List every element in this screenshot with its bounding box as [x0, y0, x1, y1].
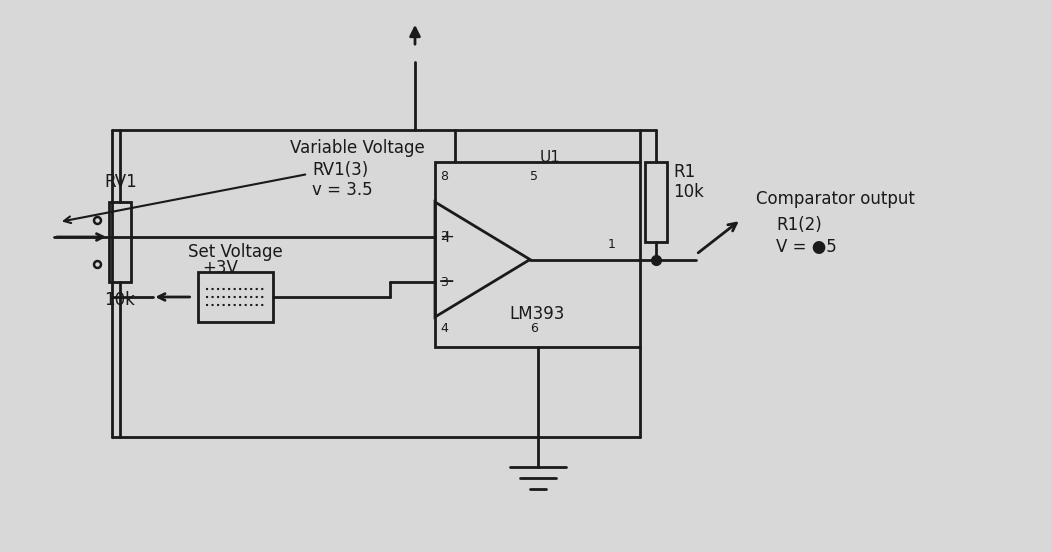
Text: 4: 4 — [440, 322, 448, 336]
Text: 5: 5 — [530, 169, 538, 183]
Bar — [645, 162, 667, 242]
Text: 6: 6 — [530, 322, 538, 336]
Text: R1: R1 — [673, 163, 696, 181]
Text: −: − — [438, 272, 456, 292]
Bar — [435, 162, 640, 347]
Text: 1: 1 — [607, 238, 616, 251]
Text: R1(2): R1(2) — [776, 215, 822, 233]
Text: 8: 8 — [440, 169, 448, 183]
Text: v = 3.5: v = 3.5 — [312, 181, 373, 199]
Text: U1: U1 — [540, 150, 561, 164]
Text: LM393: LM393 — [510, 305, 565, 323]
Text: RV1: RV1 — [104, 173, 137, 191]
Bar — [198, 272, 272, 322]
Text: 2: 2 — [440, 231, 448, 243]
Text: Variable Voltage: Variable Voltage — [290, 139, 425, 157]
Text: V = ●5: V = ●5 — [776, 238, 837, 257]
Text: RV1(3): RV1(3) — [312, 161, 368, 179]
Text: 3: 3 — [440, 275, 448, 289]
Text: 10k: 10k — [673, 183, 704, 201]
Text: Comparator output: Comparator output — [756, 190, 914, 209]
Text: 10k: 10k — [104, 291, 135, 309]
Bar — [109, 202, 131, 282]
Text: +3V: +3V — [203, 259, 239, 277]
Text: +: + — [439, 228, 454, 246]
Text: Set Voltage: Set Voltage — [187, 243, 283, 261]
